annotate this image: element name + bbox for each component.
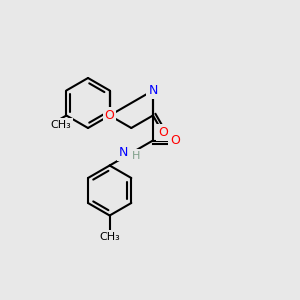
Text: CH₃: CH₃: [99, 232, 120, 242]
Text: N: N: [119, 146, 128, 160]
Text: O: O: [170, 134, 180, 147]
Text: H: H: [132, 151, 140, 161]
Text: N: N: [148, 84, 158, 97]
Text: CH₃: CH₃: [51, 119, 71, 130]
Text: O: O: [158, 126, 168, 139]
Text: O: O: [105, 109, 115, 122]
